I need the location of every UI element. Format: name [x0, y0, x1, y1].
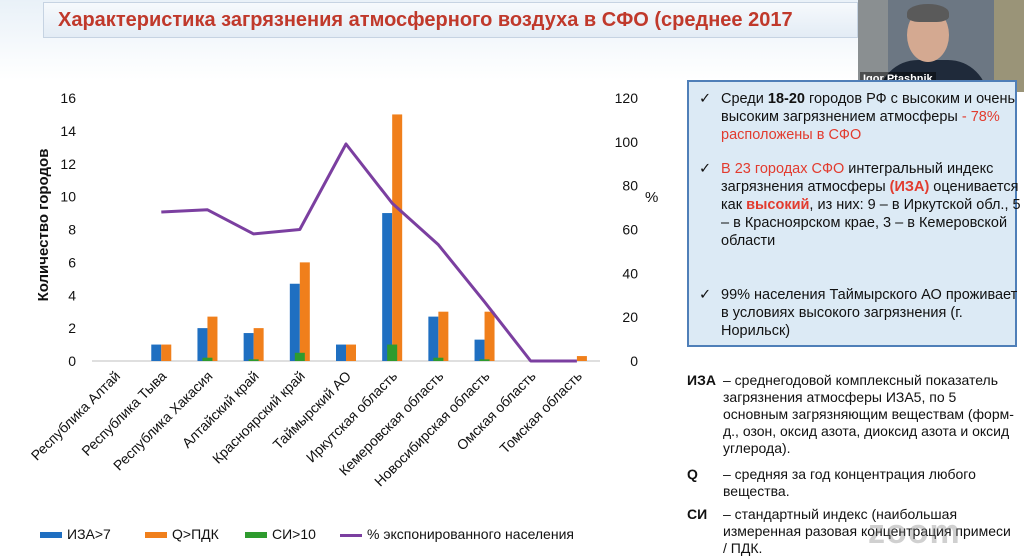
pollution-bar-chart: Количество городов % 0 2 4 6 8 10 12 14 16 0 20 40 6…: [28, 90, 659, 489]
chart-bar-q: [392, 114, 403, 361]
definition-term: ИЗА: [687, 372, 716, 388]
chart-y-tick-label: 14: [60, 123, 76, 139]
chart-x-tick-label: Республика Тыва: [78, 368, 169, 459]
bookshelf-right: [994, 0, 1024, 92]
chart-bar-q: [438, 311, 449, 361]
chart-y2-tick-label: 120: [615, 90, 639, 106]
info-text-fragment: Среди: [721, 91, 768, 107]
legend-label: % экспонированного населения: [367, 526, 574, 542]
info-text-fragment: - 78% расположены в СФО: [721, 109, 1000, 143]
chart-bar-si: [248, 359, 259, 361]
chart-bar-q: [576, 356, 587, 361]
chart-y-tick-label: 10: [60, 189, 76, 205]
chart-bar-iza: [243, 333, 254, 361]
participant-hair: [907, 4, 949, 22]
chart-y2-tick-label: 80: [622, 178, 638, 194]
info-text-fragment: интегральный индекс загрязнения атмосфер…: [721, 161, 994, 195]
legend-item: СИ>10: [245, 526, 316, 542]
info-text-fragment: оценивается как: [721, 179, 1019, 213]
definition-term: СИ: [687, 506, 708, 522]
checkmark-icon: ✓: [699, 287, 712, 303]
chart-bar-iza: [382, 213, 393, 361]
legend-item: % экспонированного населения: [340, 526, 574, 542]
chart-y2-tick-label: 100: [615, 134, 639, 150]
definition-text: – среднегодовой комплексный показатель з…: [723, 372, 1014, 456]
legend-item: ИЗА>7: [40, 526, 111, 542]
info-text-fragment: В 23 городах СФО: [721, 161, 845, 177]
legend-swatch: [145, 532, 167, 539]
info-bullet-2-text: В 23 городах СФО интегральный индекс заг…: [721, 160, 1021, 250]
info-text-fragment: (ИЗА): [889, 179, 930, 195]
chart-y-tick-label: 0: [68, 353, 76, 369]
chart-x-tick-label: Таймырский АО: [270, 368, 355, 453]
chart-y-tick-label: 8: [68, 222, 76, 238]
info-text-fragment: 99% населения Таймырского АО проживает в…: [721, 287, 1018, 339]
chart-y2-tick-label: 60: [622, 222, 638, 238]
legend-label: ИЗА>7: [67, 526, 111, 542]
chart-bar-iza: [474, 339, 485, 361]
chart-bar-iza: [151, 344, 162, 361]
legend-swatch: [340, 533, 362, 537]
chart-bar-q: [484, 311, 495, 361]
definition-text: – средняя за год концентрация любого вещ…: [723, 466, 976, 499]
chart-y2-tick-label: 40: [622, 265, 638, 281]
chart-bar-iza: [428, 316, 439, 361]
legend-swatch: [245, 532, 267, 539]
chart-y-tick-label: 2: [68, 320, 76, 336]
chart-bar-si: [202, 357, 213, 361]
chart-bar-iza: [289, 283, 300, 361]
bookshelf-left: [858, 0, 888, 92]
chart-bar-q: [346, 344, 356, 361]
chart-bar-si: [479, 359, 490, 361]
definition-term: Q: [687, 466, 698, 482]
chart-line-exposed-population: [161, 142, 577, 363]
definition-text: – стандартный индекс (наибольшая измерен…: [723, 506, 1011, 556]
chart-y-axis-label: Количество городов: [35, 149, 52, 302]
info-box: ✓ Среди 18-20 городов РФ с высоким и оче…: [687, 80, 1021, 347]
chart-bar-iza: [336, 344, 346, 361]
chart-y2-tick-label: 20: [622, 309, 638, 325]
legend-item: Q>ПДК: [145, 526, 219, 542]
info-text-fragment: 18-20: [767, 91, 805, 107]
chart-y2-tick-label: 0: [630, 353, 638, 369]
slide-title-bar: Характеристика загрязнения атмосферного …: [43, 2, 858, 38]
legend-swatch: [40, 532, 62, 539]
slide-title: Характеристика загрязнения атмосферного …: [58, 9, 793, 31]
chart-bar-q: [207, 316, 218, 361]
chart-x-tick-label: Республика Алтай: [28, 368, 124, 464]
info-text-fragment: городов РФ с высоким и очень высоким заг…: [721, 91, 1016, 125]
legend-label: СИ>10: [272, 526, 316, 542]
zoom-watermark: zoom: [868, 513, 961, 551]
info-bullet-3-text: 99% населения Таймырского АО проживает в…: [721, 286, 1021, 340]
checkmark-icon: ✓: [699, 91, 712, 107]
chart-x-tick-label: Омская область: [453, 368, 539, 454]
chart-plot-area: 0 2 4 6 8 10 12 14 16 0 20 40 60 80 100 120 Республика А…: [28, 90, 639, 489]
chart-y-tick-label: 16: [60, 90, 76, 106]
chart-bar-si: [294, 352, 305, 361]
participant-video-tile[interactable]: Igor Ptashnik: [858, 0, 1024, 92]
chart-y-tick-label: 4: [68, 287, 76, 303]
chart-y-tick-label: 6: [68, 254, 76, 270]
info-text-fragment: , из них: 9 – в Иркутской обл., 5 – в Кр…: [721, 197, 1021, 249]
chart-y2-axis-label: %: [645, 189, 658, 206]
checkmark-icon: ✓: [699, 161, 712, 177]
legend-label: Q>ПДК: [172, 526, 219, 542]
info-bullet-1-text: Среди 18-20 городов РФ с высоким и очень…: [721, 90, 1021, 144]
chart-bar-q: [161, 344, 172, 361]
info-text-fragment: высокий: [746, 197, 810, 213]
chart-y-tick-label: 12: [60, 156, 76, 172]
chart-bar-q: [253, 328, 264, 361]
chart-x-tick-label: Томская область: [496, 368, 585, 457]
chart-bar-si: [433, 357, 444, 361]
chart-bar-si: [387, 344, 398, 361]
chart-bar-iza: [197, 328, 208, 361]
chart-bar-q: [299, 262, 310, 361]
